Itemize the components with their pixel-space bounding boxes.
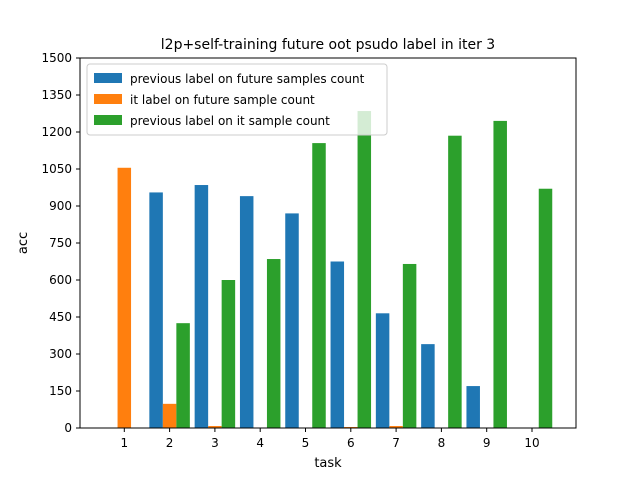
- bar-s1-task-6: [330, 261, 345, 428]
- y-tick-label: 300: [49, 347, 72, 361]
- bar-s2-task-2: [162, 403, 177, 428]
- y-tick-label: 900: [49, 199, 72, 213]
- x-tick-label: 8: [438, 436, 446, 450]
- y-tick-label: 150: [49, 384, 72, 398]
- x-tick-label: 6: [347, 436, 355, 450]
- legend-swatch-2: [94, 94, 122, 104]
- chart-title: l2p+self-training future oot psudo label…: [161, 37, 495, 53]
- x-axis-label: task: [314, 456, 342, 471]
- y-tick-label: 600: [49, 273, 72, 287]
- legend-label-1: previous label on future samples count: [130, 72, 365, 86]
- bar-s3-task-8: [448, 135, 462, 428]
- bars-group: [117, 111, 553, 429]
- bar-s1-task-7: [375, 313, 390, 428]
- y-tick-label: 0: [64, 421, 72, 435]
- bar-s3-task-10: [538, 188, 553, 428]
- bar-s1-task-2: [149, 192, 163, 428]
- x-tick-label: 5: [302, 436, 310, 450]
- y-tick-label: 1050: [41, 162, 72, 176]
- x-tick-label: 4: [256, 436, 264, 450]
- legend-label-2: it label on future sample count: [130, 93, 315, 107]
- y-tick-label: 1200: [41, 125, 72, 139]
- bar-s1-task-3: [194, 185, 209, 428]
- legend-swatch-3: [94, 115, 122, 125]
- x-axis: 1 2 3 4 5 6 7 8 9 10: [120, 428, 540, 450]
- bar-s3-task-6: [357, 111, 372, 428]
- bar-s3-task-5: [312, 143, 326, 428]
- y-axis: 0 150 300 450 600 750 900 1050 1200 1350 1500: [41, 51, 80, 435]
- legend-label-3: previous label on it sample count: [130, 114, 330, 128]
- bar-s3-task-3: [221, 280, 236, 428]
- bar-s2-task-1: [117, 167, 132, 428]
- bar-s2-task-7: [389, 426, 403, 428]
- y-tick-label: 1350: [41, 88, 72, 102]
- x-tick-label: 10: [524, 436, 539, 450]
- y-tick-label: 1500: [41, 51, 72, 65]
- x-tick-label: 2: [166, 436, 174, 450]
- legend-box: [86, 63, 388, 136]
- bar-s1-task-5: [285, 213, 299, 428]
- x-tick-label: 1: [120, 436, 128, 450]
- bar-s1-task-4: [239, 196, 254, 428]
- bar-s3-task-7: [402, 263, 417, 428]
- bar-s2-task-3: [208, 426, 222, 428]
- y-axis-label: acc: [16, 232, 31, 254]
- bar-s1-task-8: [421, 344, 435, 428]
- bar-s1-task-9: [466, 386, 480, 428]
- legend: previous label on future samples count it…: [86, 63, 388, 136]
- legend-swatch-1: [94, 73, 122, 83]
- x-tick-label: 3: [211, 436, 219, 450]
- plot-frame: [79, 57, 577, 429]
- y-tick-label: 750: [49, 236, 72, 250]
- bar-s3-task-4: [266, 259, 281, 428]
- bar-s3-task-2: [176, 323, 190, 428]
- x-tick-label: 9: [483, 436, 491, 450]
- bar-s3-task-9: [493, 120, 507, 429]
- x-tick-label: 7: [392, 436, 400, 450]
- y-tick-label: 450: [49, 310, 72, 324]
